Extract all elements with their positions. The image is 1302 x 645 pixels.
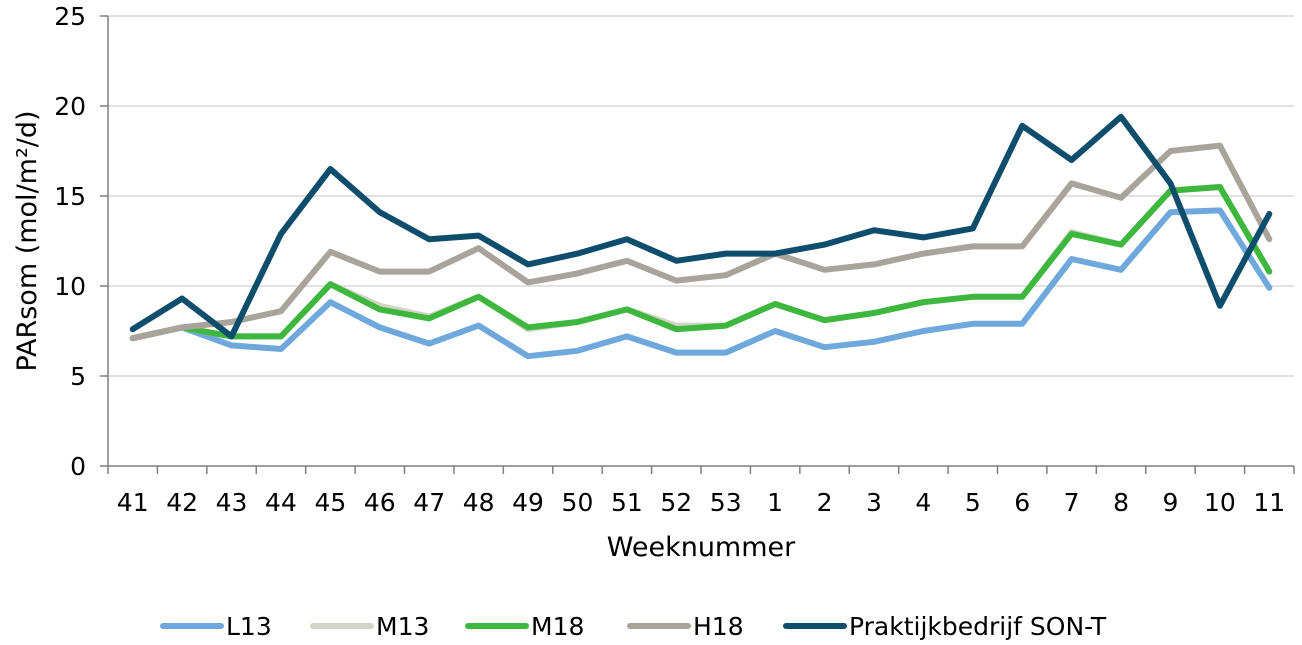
x-tick-label: 11 [1253,488,1285,517]
x-tick-label: 2 [817,488,833,517]
y-tick-label: 5 [70,362,86,391]
x-tick-label: 41 [117,488,149,517]
y-tick-label: 20 [54,92,86,121]
x-tick-label: 7 [1064,488,1080,517]
x-tick-label: 42 [166,488,198,517]
x-tick-label: 50 [562,488,594,517]
x-tick-label: 47 [413,488,445,517]
legend-label: Praktijkbedrijf SON-T [849,612,1107,641]
x-tick-label: 48 [463,488,495,517]
x-tick-labels: 41 42 43 44 45 46 47 48 49 50 51 52 53 1 2 3 4 5 6 7 8 9 10 11 [107,466,1295,517]
x-tick-label: 9 [1163,488,1179,517]
legend-label: H18 [693,612,744,641]
y-tick-label: 0 [70,452,86,481]
x-tick-label: 49 [512,488,544,517]
x-tick-label: 44 [265,488,297,517]
x-tick-label: 8 [1113,488,1129,517]
x-axis-title: Weeknummer [607,532,796,563]
x-tick-label: 3 [866,488,882,517]
legend-label: M13 [376,612,429,641]
x-tick-label: 10 [1204,488,1236,517]
x-tick-label: 6 [1014,488,1030,517]
y-tick-label: 15 [54,182,86,211]
y-tick-label: 25 [54,2,86,31]
x-tick-label: 1 [767,488,783,517]
x-tick-label: 53 [710,488,742,517]
y-axis-title: PARsom (mol/m²/d) [12,110,43,371]
x-tick-label: 43 [216,488,248,517]
x-tick-label: 5 [965,488,981,517]
series-lines [129,113,1273,360]
legend-label: M18 [531,612,584,641]
series-line-h18 [129,142,1273,342]
x-tick-label: 51 [611,488,643,517]
series-line-praktijkbedrijf-son-t [129,113,1273,340]
y-tick-labels: 0 5 10 15 20 25 [54,2,108,481]
x-tick-label: 4 [915,488,931,517]
x-tick-label: 52 [660,488,692,517]
series-line-l13 [129,207,1273,360]
legend: L13 M13 M18 H18 Praktijkbedrijf SON-T [160,612,1107,641]
y-tick-label: 10 [54,272,86,301]
series-line-m18 [129,184,1273,342]
x-tick-label: 46 [364,488,396,517]
x-tick-label: 45 [314,488,346,517]
legend-label: L13 [226,612,272,641]
